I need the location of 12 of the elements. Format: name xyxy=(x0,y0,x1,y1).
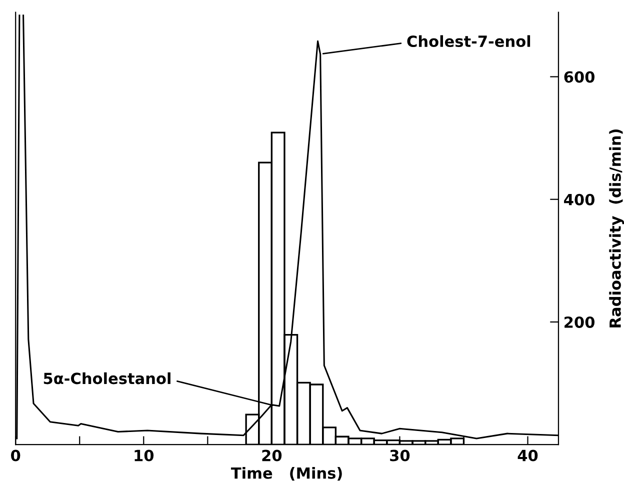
y-tick-label: 200 xyxy=(564,316,594,328)
y-tick-label: 400 xyxy=(564,194,594,206)
annotation: 5α-Cholestanol xyxy=(44,372,170,384)
annotation: Cholest-7-enol xyxy=(407,35,530,48)
y-tick-label: 600 xyxy=(564,71,594,83)
x-tick-label: 0 xyxy=(11,450,20,462)
y-axis-title: Radioactivity (dis/min) xyxy=(609,129,624,328)
x-tick-label: 30 xyxy=(390,450,410,462)
x-tick-label: 20 xyxy=(262,450,282,462)
x-tick-label: 40 xyxy=(518,450,538,462)
x-axis-title: Time (Mins) xyxy=(230,467,342,481)
x-tick-label: 10 xyxy=(134,450,154,462)
